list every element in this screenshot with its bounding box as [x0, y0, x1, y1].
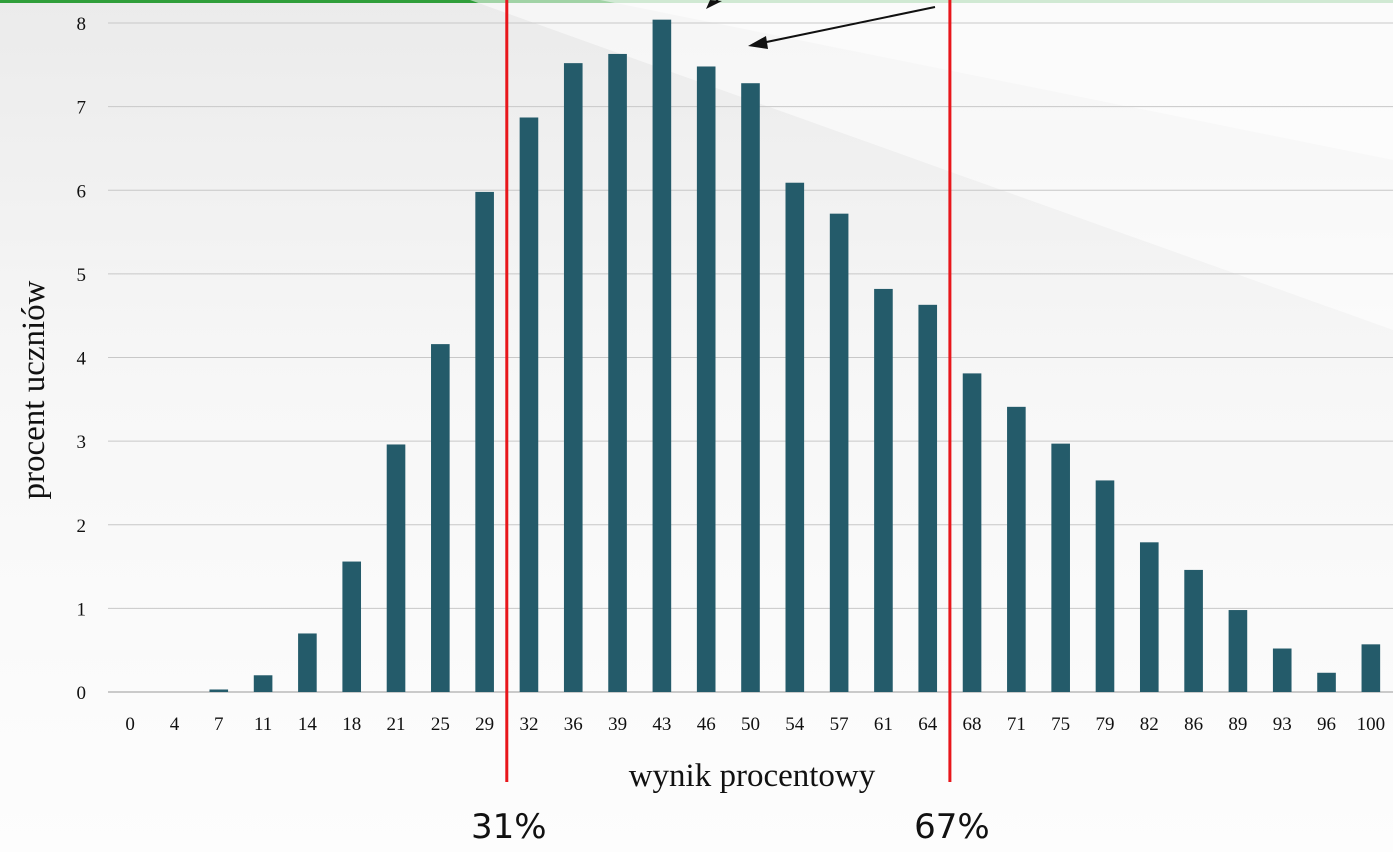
x-axis-title: wynik procentowy	[629, 758, 876, 794]
bar-11	[253, 675, 273, 692]
callout-arrows	[706, 0, 936, 49]
marker-label-2: 67%	[914, 807, 990, 847]
bar-64	[918, 304, 938, 692]
x-tick-label: 82	[1140, 714, 1159, 735]
x-tick-label: 29	[475, 714, 494, 735]
x-tick-label: 64	[918, 714, 938, 735]
bar-89	[1228, 610, 1248, 692]
bar-32	[519, 117, 539, 693]
x-tick-label: 68	[963, 714, 982, 735]
x-tick-label: 54	[785, 714, 805, 735]
y-axis-ticks: 0 1 2 3 4 5 6 7 8	[77, 14, 87, 704]
bar-29	[475, 191, 494, 693]
bars	[209, 19, 1381, 693]
x-tick-label: 79	[1095, 714, 1114, 735]
x-tick-label: 50	[741, 714, 760, 735]
x-tick-label: 86	[1184, 714, 1203, 735]
y-tick-label: 2	[77, 516, 87, 537]
x-tick-label: 39	[608, 714, 627, 735]
x-tick-label: 93	[1273, 714, 1292, 735]
x-tick-label: 75	[1051, 714, 1070, 735]
bar-7	[209, 689, 229, 692]
x-tick-label: 61	[874, 714, 893, 735]
bar-71	[1007, 406, 1026, 692]
bar-50	[741, 83, 760, 692]
bar-21	[386, 444, 406, 692]
bar-82	[1139, 542, 1159, 692]
bar-79	[1095, 480, 1115, 692]
x-tick-label: 11	[254, 714, 272, 735]
y-tick-label: 4	[77, 349, 87, 370]
bar-36	[563, 63, 583, 692]
x-tick-label: 32	[519, 714, 538, 735]
bar-14	[298, 633, 317, 692]
bar-54	[785, 182, 805, 692]
callout-arrow-line	[751, 6, 936, 46]
bar-86	[1184, 569, 1203, 692]
x-tick-label: 46	[697, 714, 716, 735]
x-tick-label: 71	[1007, 714, 1026, 735]
x-tick-label: 14	[298, 714, 318, 735]
y-tick-label: 0	[77, 683, 87, 704]
bar-43	[652, 19, 672, 692]
bar-75	[1051, 443, 1070, 692]
x-axis-ticks: 0 4 7 11 14 18 21 25 29 32 36 39 43 46 50 54 57 61 64 68 71 7…	[125, 714, 1385, 735]
x-tick-label: 43	[652, 714, 671, 735]
y-tick-label: 8	[77, 14, 87, 35]
bar-93	[1272, 648, 1292, 692]
marker-label-1: 31%	[471, 807, 547, 847]
x-tick-label: 21	[387, 714, 406, 735]
bar-61	[874, 288, 893, 692]
y-tick-label: 1	[77, 599, 87, 620]
bar-39	[608, 53, 627, 693]
x-tick-label: 57	[830, 714, 849, 735]
bar-100	[1361, 644, 1381, 692]
x-tick-label: 96	[1317, 714, 1336, 735]
callout-arrowhead	[748, 36, 768, 49]
bar-46	[696, 66, 716, 693]
y-tick-label: 6	[77, 181, 87, 202]
x-tick-label: 7	[214, 714, 224, 735]
bar-68	[962, 373, 982, 692]
y-tick-label: 7	[77, 98, 87, 119]
x-tick-label: 18	[342, 714, 361, 735]
bar-57	[829, 213, 849, 693]
x-tick-label: 25	[431, 714, 450, 735]
x-tick-label: 89	[1228, 714, 1247, 735]
bar-18	[342, 561, 362, 692]
callout-arrowhead-2	[706, 0, 722, 9]
threshold-markers: 31% 67%	[471, 0, 990, 847]
x-tick-label: 4	[170, 714, 180, 735]
y-axis-title: procent uczniów	[16, 280, 52, 499]
x-tick-label: 0	[125, 714, 135, 735]
x-tick-label: 36	[564, 714, 583, 735]
y-tick-label: 3	[77, 432, 87, 453]
y-tick-label: 5	[77, 265, 87, 286]
x-tick-label: 100	[1357, 714, 1386, 735]
bar-25	[431, 344, 450, 692]
bar-96	[1317, 672, 1336, 692]
